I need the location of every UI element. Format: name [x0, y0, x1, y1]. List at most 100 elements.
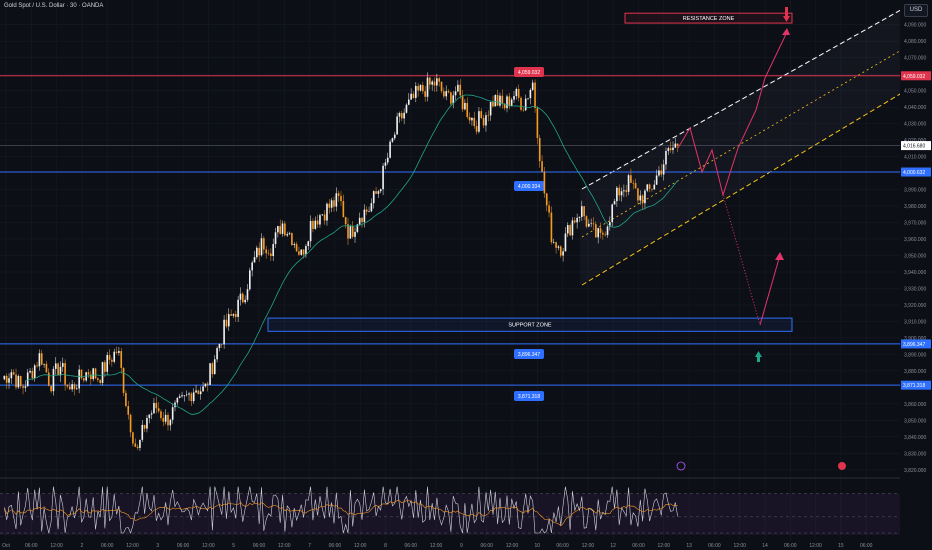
candle-body: [400, 113, 403, 119]
candle-body: [263, 238, 265, 250]
candle-body: [478, 111, 480, 132]
candle-body: [118, 351, 120, 353]
price-tick: 4,040.000: [904, 105, 926, 111]
candle-body: [578, 216, 581, 218]
candle-body: [167, 414, 169, 426]
candle-body: [517, 88, 520, 98]
price-axis-level-tag[interactable]: [901, 339, 931, 349]
candle-body: [218, 344, 221, 349]
level-tag-label: 4,059.032: [518, 70, 540, 76]
candle-body: [176, 397, 179, 403]
horizontal-levels[interactable]: 4,059.032 4,000.334 3,896.347 3,871.318: [0, 67, 900, 401]
candle-body: [155, 402, 158, 409]
price-tick: 3,820.000: [904, 468, 926, 474]
candle-body: [566, 225, 569, 234]
candle-body: [595, 224, 597, 238]
candle-body: [550, 212, 553, 243]
candle-body: [75, 388, 78, 390]
candle-body: [246, 289, 249, 300]
candle-body: [588, 223, 590, 227]
candle-body: [122, 367, 125, 393]
price-tick: 3,900.000: [904, 336, 926, 342]
candle-body: [363, 209, 366, 223]
candle-body: [47, 372, 50, 386]
candle-body: [585, 216, 588, 227]
channel-lower-line: [581, 84, 916, 286]
candle-body: [330, 200, 333, 208]
candle-body: [391, 138, 394, 142]
candle-body: [52, 368, 55, 392]
candle-body: [473, 117, 476, 127]
candle-body: [354, 231, 356, 237]
candle-body: [113, 351, 116, 362]
candle-body: [665, 151, 667, 165]
time-tick: 06:00: [632, 543, 645, 549]
time-tick: 06:00: [25, 543, 38, 549]
candle-body: [204, 383, 207, 387]
candle-body: [8, 378, 10, 383]
candle-body: [40, 353, 43, 365]
candle-body: [22, 386, 24, 388]
time-tick: 5: [232, 543, 235, 549]
candle-body: [195, 390, 197, 393]
candle-body: [281, 223, 284, 234]
candle-body: [160, 411, 162, 418]
candle-body: [291, 233, 293, 246]
candle-body: [71, 384, 73, 390]
candle-body: [375, 191, 377, 194]
candle-body: [440, 81, 443, 92]
time-tick: 06:00: [784, 543, 797, 549]
candle-body: [272, 244, 275, 256]
candle-body: [571, 220, 574, 236]
candle-body: [382, 165, 384, 190]
candle-body: [190, 393, 193, 402]
candle-body: [433, 81, 436, 86]
candle-body: [279, 226, 282, 234]
candle-body: [326, 203, 328, 221]
level-tag[interactable]: [514, 67, 544, 77]
currency-button[interactable]: USD: [904, 4, 928, 17]
candle-body: [393, 134, 396, 139]
time-tick: 12:00: [202, 543, 215, 549]
candle-body: [494, 95, 497, 107]
candle-body: [466, 102, 469, 118]
candle-body: [569, 225, 571, 236]
candle-body: [260, 238, 263, 256]
candle-body: [669, 148, 672, 151]
candle-body: [328, 203, 331, 208]
candle-body: [300, 249, 303, 255]
current-price-tag[interactable]: [901, 141, 931, 151]
candle-body: [370, 203, 373, 212]
price-axis-level-tag[interactable]: [901, 71, 931, 81]
candle-body: [143, 424, 146, 429]
time-axis[interactable]: Oct 06:00 12:00 2 06:00 12:00 3 06:00 12:00 5 06:0…: [0, 540, 932, 550]
candle-body: [12, 372, 15, 375]
candle-body: [83, 378, 85, 381]
time-tick: 06:00: [405, 543, 418, 549]
time-tick: 10: [535, 543, 541, 549]
candle-body: [61, 363, 64, 367]
price-axis[interactable]: 4,090.0004,080.0004,070.0004,060.0004,05…: [900, 0, 932, 550]
candle-body: [185, 394, 188, 396]
price-axis-level-label: 4,000.632: [903, 170, 925, 176]
candle-body: [616, 187, 618, 202]
candle-body: [534, 82, 536, 109]
candle-body: [590, 223, 592, 225]
time-tick: 7: [308, 543, 311, 549]
level-tag-label: 4,000.334: [518, 184, 540, 190]
candle-body: [655, 175, 658, 185]
level-tag[interactable]: [514, 349, 544, 359]
candle-body: [347, 224, 349, 239]
price-axis-level-tag[interactable]: [901, 167, 931, 177]
level-tag[interactable]: [514, 181, 544, 191]
candle-body: [146, 418, 148, 429]
candle-body: [265, 249, 268, 254]
price-axis-level-tag[interactable]: [901, 380, 931, 390]
price-tick: 3,970.000: [904, 221, 926, 227]
candle-body: [562, 251, 564, 256]
price-tick: 3,840.000: [904, 435, 926, 441]
candle-body: [66, 384, 69, 387]
level-tag[interactable]: [514, 391, 544, 401]
price-axis-level-label: 4,059.032: [903, 74, 925, 80]
